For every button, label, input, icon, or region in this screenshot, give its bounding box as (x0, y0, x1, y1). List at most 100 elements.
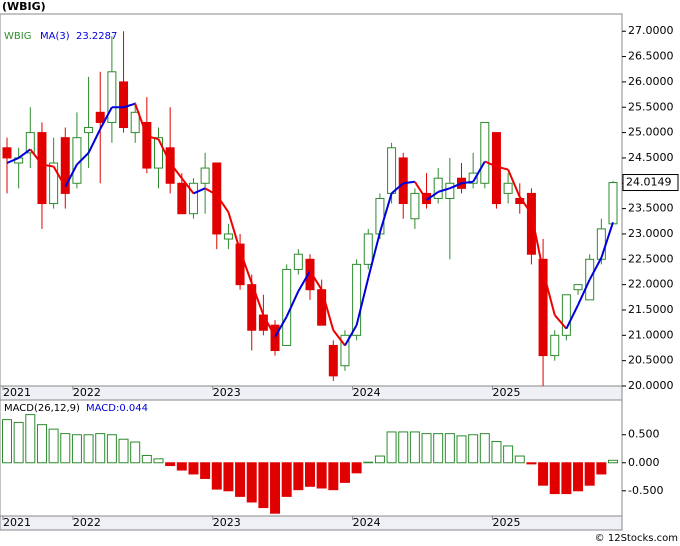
macd-bar (25, 414, 36, 464)
ma-line (577, 279, 591, 306)
ma-line (588, 257, 603, 281)
ma-line (414, 181, 428, 201)
macd-bar (258, 462, 269, 509)
macd-bar (491, 440, 502, 464)
macd-bar (503, 445, 514, 464)
y-tick-label: 20.0000 (628, 379, 674, 392)
ma-line (367, 232, 381, 279)
ma-line (41, 163, 54, 168)
candle-body (188, 182, 198, 215)
ma-line (134, 103, 148, 137)
y-tick-label: 25.5000 (628, 100, 674, 113)
candle-body (119, 81, 129, 129)
macd-bar (36, 424, 47, 464)
ma-line (553, 314, 568, 330)
macd-bar (270, 462, 281, 514)
ma-line (484, 160, 497, 168)
macd-bar (444, 433, 455, 464)
macd-bar (165, 462, 176, 467)
x-tick-label: 2022 (73, 516, 101, 529)
macd-bar (538, 462, 549, 486)
macd-bar (374, 455, 385, 464)
candle-body (2, 147, 12, 159)
ma-line (18, 148, 31, 159)
macd-bar (421, 433, 432, 464)
ma-line (403, 180, 416, 185)
candle-body (561, 294, 571, 336)
x-tick-label: 2024 (353, 386, 381, 399)
ma-line (507, 169, 521, 198)
ma-line (29, 148, 43, 166)
macd-bar (339, 462, 350, 483)
candle-body (282, 268, 292, 346)
ma-line (227, 211, 242, 251)
candle-body (480, 121, 490, 184)
legend-ma: MA(3) (40, 31, 70, 42)
candle-body (375, 197, 385, 235)
candle-body (130, 111, 140, 134)
ma-line (542, 270, 556, 316)
ma-line (297, 270, 311, 292)
ma-line (530, 213, 545, 272)
candle-body (550, 334, 560, 357)
candle-body (49, 162, 59, 205)
macd-bar (433, 433, 444, 464)
y-tick-label: 26.0000 (628, 75, 674, 88)
ma-line (6, 157, 20, 164)
ma-line (274, 316, 288, 338)
last-price-box (622, 174, 679, 192)
ma-line (52, 166, 67, 188)
macd-bar (549, 462, 560, 495)
legend-macd-value: MACD:0.044 (86, 403, 148, 414)
ma-line (157, 138, 172, 164)
ma-line (193, 187, 206, 195)
macd-bar (398, 431, 409, 464)
ma-line (461, 180, 474, 185)
candle-body (328, 344, 338, 377)
macd-bar (293, 462, 304, 491)
ma-line (262, 314, 276, 338)
y-tick-label: 0.500 (628, 428, 660, 441)
macd-bar (176, 462, 187, 471)
chart-title: (WBIG) (2, 0, 46, 13)
candle-body (200, 167, 210, 184)
x-tick-label: 2024 (353, 516, 381, 529)
candle-body (25, 132, 35, 154)
ma-line (390, 182, 404, 195)
candle-body (223, 233, 233, 240)
macd-bar (596, 462, 607, 475)
macd-bar (573, 462, 584, 492)
y-tick-label: -0.500 (628, 484, 663, 497)
ma-line (239, 250, 253, 284)
macd-bar (106, 434, 117, 464)
ma-line (378, 193, 393, 233)
macd-bar (281, 462, 292, 497)
y-tick-label: 22.0000 (628, 278, 674, 291)
ma-line (309, 270, 323, 291)
macd-bar (200, 462, 211, 479)
macd-bar (130, 441, 141, 464)
ma-line (332, 329, 346, 347)
candle-body (293, 253, 303, 270)
ma-line (565, 304, 579, 330)
macd-bar (386, 431, 397, 464)
ma-line (437, 187, 451, 193)
y-tick-label: 23.5000 (628, 202, 674, 215)
candle-body (84, 127, 94, 134)
candle-body (60, 137, 70, 194)
last-price: 24.0149 (626, 176, 672, 189)
macd-bar (456, 435, 467, 464)
candle-body (608, 182, 618, 225)
candle-body (154, 137, 163, 169)
macd-bar (153, 458, 164, 464)
candle-body (165, 147, 175, 184)
x-tick-label: 2023 (213, 516, 241, 529)
macd-bar (526, 462, 537, 465)
candle-body (142, 121, 152, 169)
candle-body (177, 182, 187, 215)
y-tick-label: 21.5000 (628, 303, 674, 316)
candle-body (317, 289, 327, 326)
candle-body (573, 284, 583, 291)
ma-line (76, 152, 90, 166)
ma-line (123, 102, 136, 109)
